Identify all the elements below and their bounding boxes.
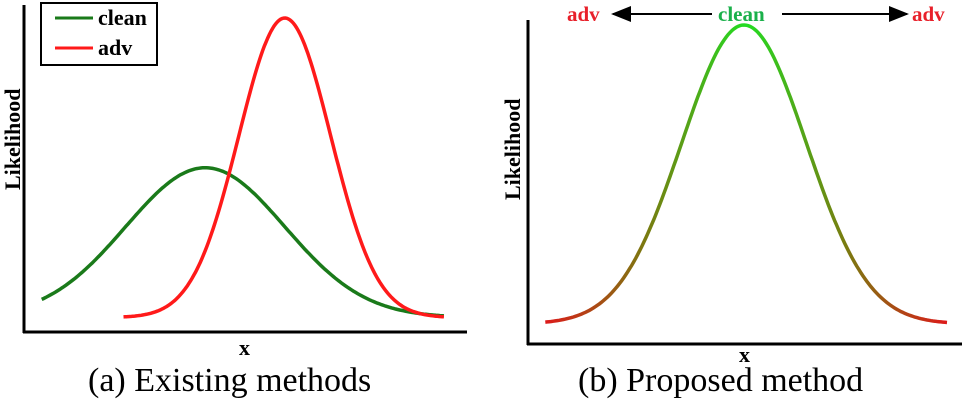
x-axis-label-b: x [739, 342, 750, 367]
panel-b: Likelihood x adv clean adv [500, 2, 962, 367]
y-axis-label-b: Likelihood [500, 99, 525, 200]
legend: clean adv [40, 2, 158, 66]
caption-b: (b) Proposed method [578, 362, 864, 399]
x-axis-label-a: x [239, 335, 250, 360]
clean-curve [40, 166, 445, 318]
panel-a: Likelihood x clean adv [0, 2, 467, 360]
legend-adv-label: adv [98, 35, 132, 60]
annotation-adv-right: adv [912, 2, 945, 26]
caption-a: (a) Existing methods [88, 362, 372, 399]
proposed-curve [545, 23, 948, 325]
adv-curve [123, 16, 445, 319]
annotation-clean: clean [718, 2, 765, 26]
y-axis-label-a: Likelihood [0, 89, 25, 190]
annotation-adv-left: adv [567, 2, 600, 26]
legend-clean-label: clean [98, 5, 147, 30]
